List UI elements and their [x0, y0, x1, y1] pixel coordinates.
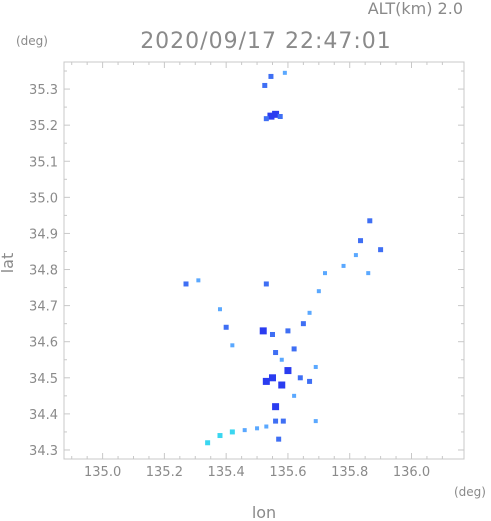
x-tick-label: 135.2: [146, 465, 183, 480]
echo-point: [217, 433, 223, 439]
echo-point: [300, 321, 306, 327]
echo-point: [268, 73, 274, 79]
echo-point: [353, 253, 358, 258]
echo-point: [264, 424, 269, 429]
echo-point: [262, 82, 268, 88]
echo-point: [196, 278, 201, 283]
y-tick-label: 35.0: [29, 191, 58, 206]
echo-point: [282, 70, 287, 75]
echo-point: [284, 367, 292, 375]
echo-point: [223, 324, 229, 330]
echo-point: [230, 343, 235, 348]
echo-point: [378, 247, 384, 253]
echo-point: [183, 281, 189, 287]
echo-point: [268, 374, 276, 382]
y-tick-label: 34.9: [29, 227, 58, 242]
echo-point: [323, 271, 328, 276]
echo-point: [263, 116, 269, 122]
x-axis-label: lon: [252, 503, 276, 521]
echo-point: [205, 440, 211, 446]
axis-ticks: [64, 62, 464, 459]
y-tick-label: 34.3: [29, 444, 58, 459]
echo-point: [229, 429, 235, 435]
y-tick-label: 34.6: [29, 336, 58, 351]
y-axis-unit: (deg): [16, 34, 48, 48]
echo-point: [316, 289, 321, 294]
echo-point: [217, 307, 222, 312]
echo-point: [292, 393, 297, 398]
echo-point: [273, 418, 279, 424]
y-tick-label: 34.7: [29, 300, 58, 315]
y-axis-label: lat: [0, 253, 17, 274]
echo-point: [277, 113, 283, 119]
echo-point: [285, 328, 291, 334]
echo-point: [291, 346, 297, 352]
echo-points: [183, 70, 384, 446]
echo-point: [278, 381, 286, 389]
tick-labels: 135.0 135.2 135.4 135.6 135.8 136.0 34.3 34.4 34…: [29, 83, 430, 480]
echo-point: [272, 403, 280, 411]
echo-point: [272, 110, 280, 118]
echo-point: [276, 436, 282, 442]
y-tick-label: 34.8: [29, 264, 58, 279]
echo-point: [367, 218, 373, 224]
echo-point: [366, 271, 371, 276]
echo-point: [297, 375, 303, 381]
echo-point: [242, 428, 247, 433]
echo-point: [341, 263, 346, 268]
echo-point: [273, 350, 279, 356]
x-tick-label: 135.0: [84, 465, 121, 480]
echo-point: [313, 419, 318, 424]
x-tick-label: 135.4: [208, 465, 245, 480]
echo-point: [307, 378, 313, 384]
datetime-title: 2020/09/17 22:47:01: [140, 29, 392, 54]
echo-point: [313, 364, 318, 369]
y-tick-label: 34.5: [29, 372, 58, 387]
x-tick-label: 135.8: [331, 465, 368, 480]
y-tick-label: 34.4: [29, 408, 58, 423]
echo-point: [259, 327, 267, 335]
echo-point: [307, 310, 312, 315]
y-tick-label: 35.1: [29, 155, 58, 170]
y-tick-label: 35.3: [29, 83, 58, 98]
echo-point: [280, 418, 286, 424]
plot-frame: [63, 61, 465, 460]
echo-point: [263, 281, 269, 287]
echo-point: [267, 112, 275, 120]
x-axis-unit: (deg): [454, 485, 486, 499]
x-tick-label: 135.6: [269, 465, 306, 480]
echo-point: [358, 238, 364, 244]
echo-point: [255, 426, 260, 431]
x-tick-label: 136.0: [393, 465, 430, 480]
echo-point: [269, 331, 275, 337]
altitude-label: ALT(km) 2.0: [368, 0, 463, 18]
echo-point: [279, 357, 284, 362]
y-tick-label: 35.2: [29, 119, 58, 134]
echo-point: [262, 377, 270, 385]
